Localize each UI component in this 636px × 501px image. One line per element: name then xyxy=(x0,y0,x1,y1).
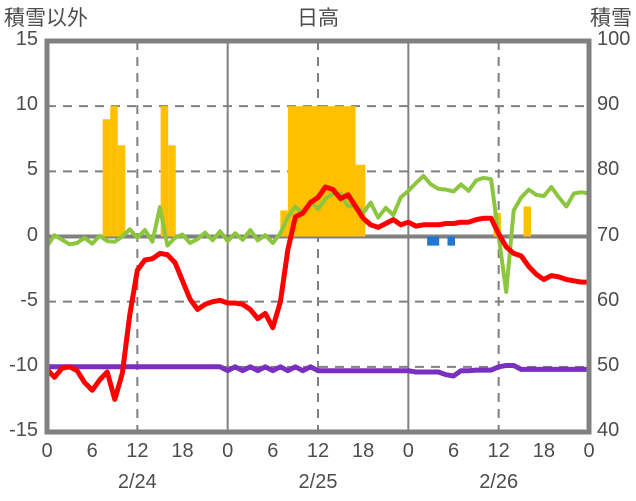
x-axis-tick-label: 0 xyxy=(222,440,234,462)
x-axis-tick-label: 12 xyxy=(487,440,510,462)
right-axis-tick-label: 40 xyxy=(597,419,620,441)
left-axis-tick-label: 10 xyxy=(15,93,38,116)
right-axis-title: 積雪 xyxy=(590,7,632,30)
snowfall-bar xyxy=(427,236,440,246)
plot-frame xyxy=(44,38,592,435)
left-axis-tick-label: -5 xyxy=(20,288,38,311)
left-axis-title: 積雪以外 xyxy=(4,7,88,30)
precipitation-bar xyxy=(160,106,169,237)
x-axis-tick-label: 6 xyxy=(267,440,279,462)
x-axis-day-label: 2/25 xyxy=(298,471,338,493)
x-axis-tick-label: 18 xyxy=(352,440,375,462)
snow-depth-line xyxy=(44,363,592,379)
left-axis-tick-label: 15 xyxy=(15,28,38,50)
left-axis-tick-label: -15 xyxy=(9,419,38,441)
right-axis-tick-label: 60 xyxy=(597,288,620,311)
x-axis-tick-label: 0 xyxy=(583,440,595,462)
x-axis-tick-label: 18 xyxy=(532,440,555,462)
right-axis-tick-label: 80 xyxy=(597,158,620,181)
left-axis-tick-label: 0 xyxy=(26,223,38,246)
x-axis-tick-label: 12 xyxy=(306,440,330,462)
x-axis-day-label: 2/24 xyxy=(117,471,157,493)
chart-title: 日高 xyxy=(297,7,339,30)
x-axis-day-label: 2/26 xyxy=(479,471,519,493)
left-axis-tick-label: 5 xyxy=(26,158,38,181)
x-axis-tick-label: 12 xyxy=(126,440,149,462)
snowfall-bar xyxy=(447,236,456,246)
precipitation-bar xyxy=(168,145,176,237)
left-axis-tick-label: -10 xyxy=(9,353,38,376)
right-axis-tick-label: 50 xyxy=(597,353,620,376)
precipitation-bar xyxy=(355,164,366,237)
x-axis-tick-label: 6 xyxy=(86,440,98,462)
x-axis-tick-label: 6 xyxy=(447,440,460,462)
right-axis-tick-label: 100 xyxy=(597,28,631,50)
precipitation-bar xyxy=(523,206,532,237)
precipitation-bar xyxy=(117,145,126,237)
right-axis-tick-label: 70 xyxy=(597,223,620,246)
precipitation-bar xyxy=(102,119,111,237)
precipitation-bar xyxy=(110,106,118,237)
x-axis-tick-label: 18 xyxy=(171,440,194,462)
temperature-line xyxy=(44,184,592,402)
x-axis-tick-label: 0 xyxy=(402,440,414,462)
right-axis-tick-label: 90 xyxy=(597,93,620,116)
x-axis-tick-label: 0 xyxy=(41,440,53,462)
